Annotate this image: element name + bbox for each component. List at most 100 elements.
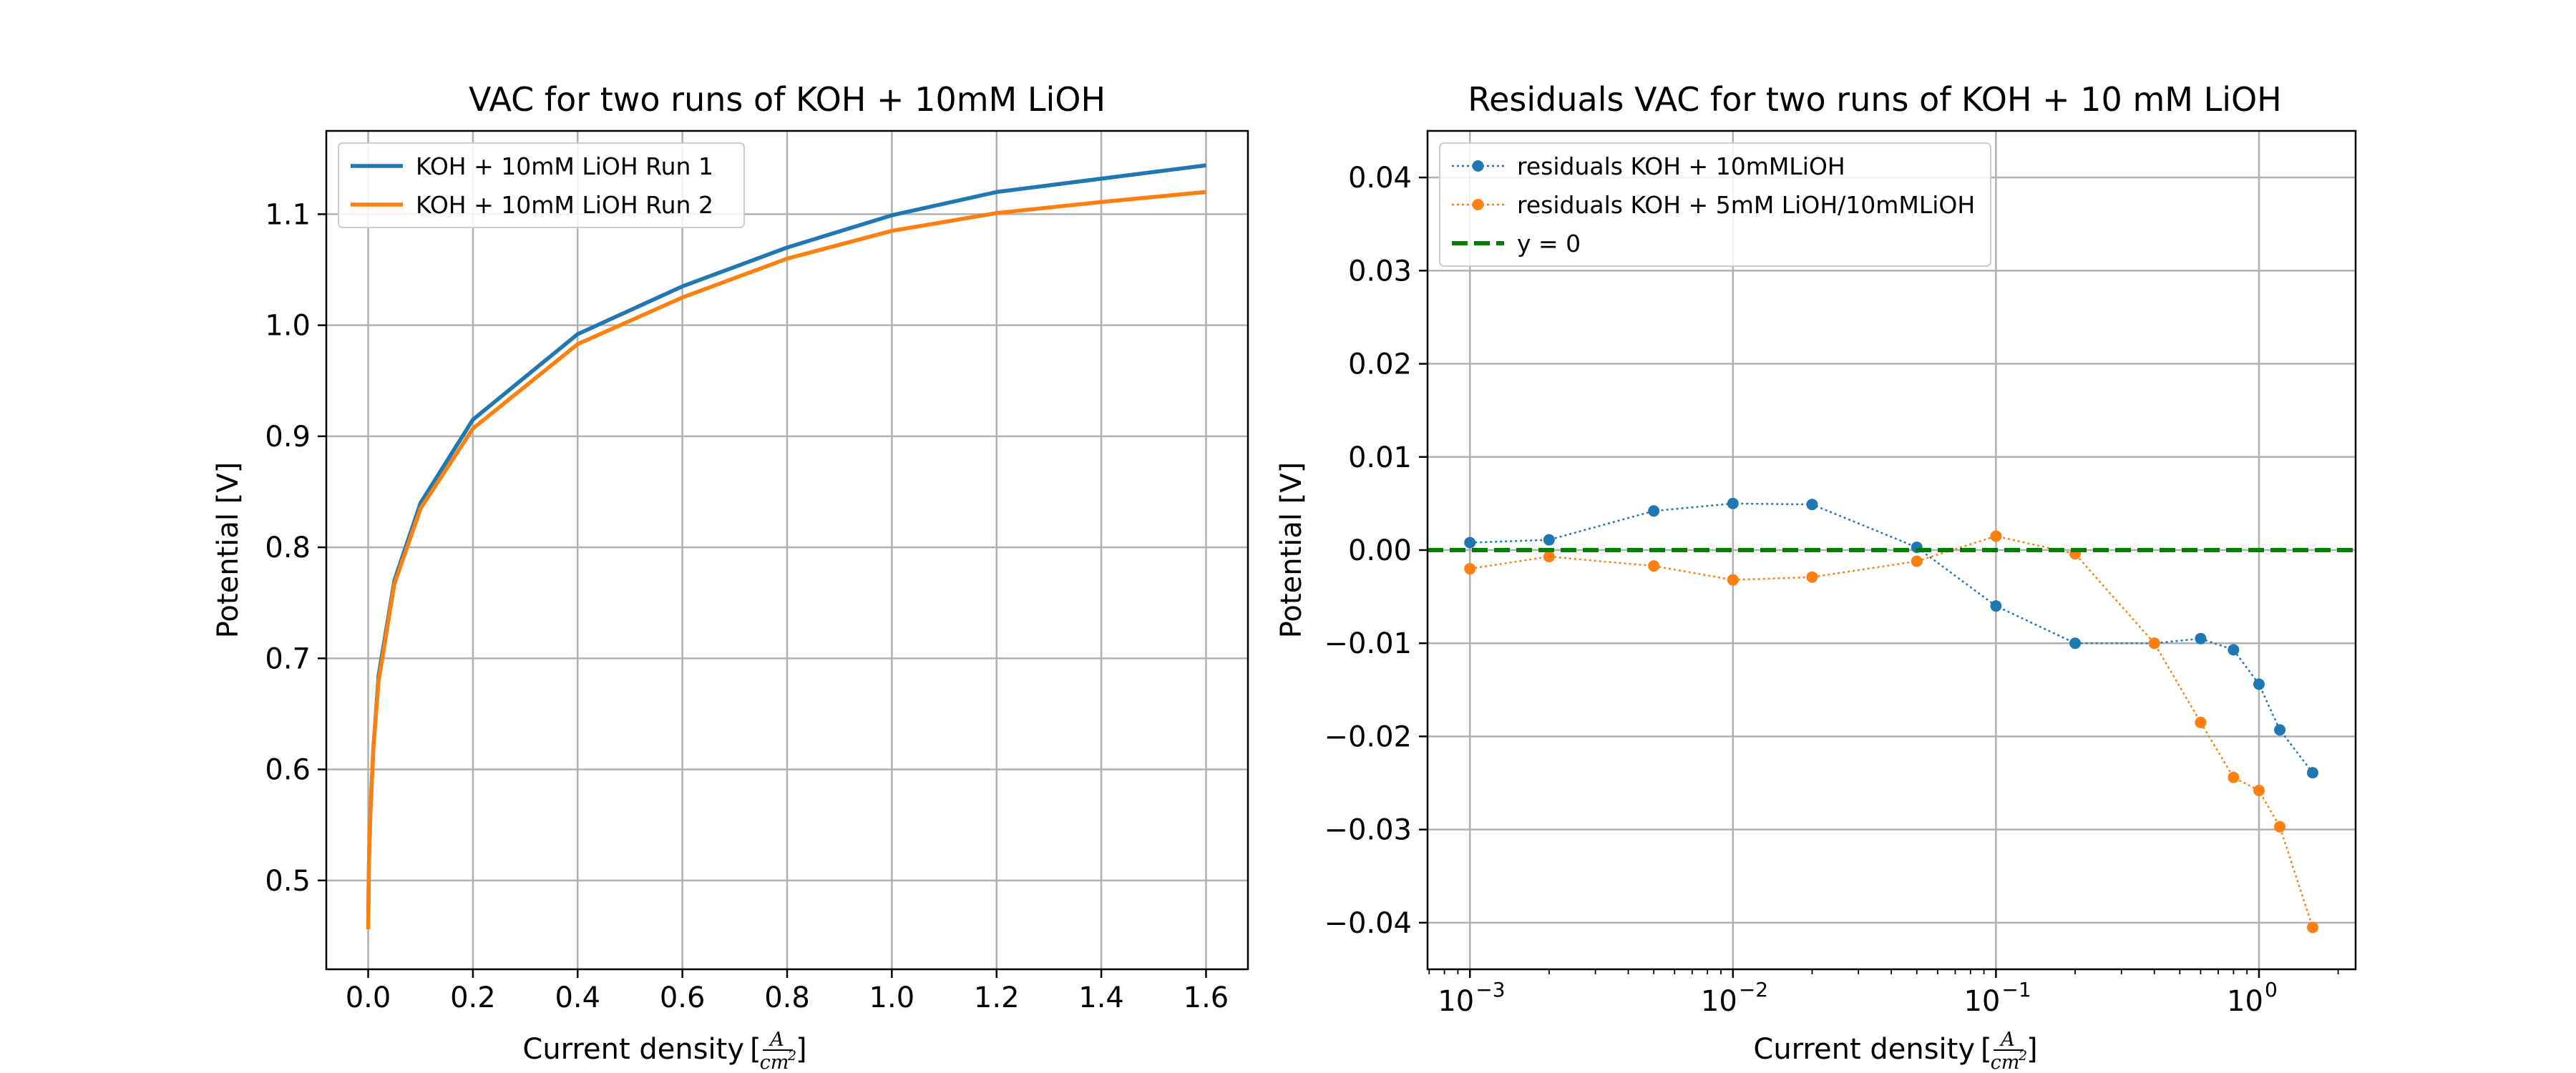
chart-residuals-x-tick-label: 10: [2227, 985, 2263, 1018]
chart-residuals-legend-box: [1439, 142, 1991, 267]
chart-residuals-legend-label: residuals KOH + 10mMLiOH: [1517, 152, 1845, 180]
chart-residuals-legend-label: y = 0: [1517, 230, 1581, 258]
chart-residuals-series-2-point: [2195, 716, 2207, 728]
chart-residuals-x-tick-label: 10: [1438, 985, 1474, 1018]
chart-vac-x-tick-label: 1.0: [869, 981, 915, 1014]
chart-residuals-y-tick-label: −0.03: [1324, 814, 1412, 847]
chart-residuals-series-2-line: [1470, 535, 2314, 928]
chart-residuals-x-tick-exponent: −3: [1475, 978, 1505, 1001]
chart-residuals-x-label-bracket-open: [: [1981, 1033, 1992, 1066]
chart-residuals-series-2-point: [2274, 820, 2286, 833]
chart-residuals-series-1-point: [1464, 536, 1476, 549]
chart-residuals-series-1-point: [1648, 505, 1660, 517]
chart-residuals-legend-label: residuals KOH + 5mM LiOH/10mMLiOH: [1517, 191, 1975, 219]
chart-residuals-y-tick-label: −0.02: [1324, 720, 1412, 753]
chart-residuals-y-tick-label: −0.04: [1324, 907, 1412, 940]
chart-residuals-title: Residuals VAC for two runs of KOH + 10 m…: [1468, 80, 2282, 119]
chart-residuals-series: [1428, 497, 2356, 934]
chart-residuals-y-label: Potential [V]: [1275, 462, 1308, 639]
chart-residuals-series-2-point: [1543, 551, 1555, 563]
chart-vac: VAC for two runs of KOH + 10mM LiOH 0.0 0…: [212, 80, 1249, 1073]
chart-residuals-series-2-point: [2228, 771, 2240, 783]
chart-residuals-series-1-point: [2228, 644, 2240, 656]
chart-residuals-x-tick-exponent: 0: [2265, 978, 2278, 1001]
chart-residuals-x-tick-exponent: −1: [2001, 978, 2031, 1001]
chart-vac-x-label-text: Current density: [522, 1033, 744, 1066]
chart-vac-x-tick-label: 0.8: [764, 981, 810, 1014]
chart-residuals-x-label-numerator: A: [1999, 1029, 2015, 1051]
chart-residuals-y-tick-label: 0.03: [1348, 255, 1412, 288]
chart-vac-x-tick-label: 1.6: [1184, 981, 1229, 1014]
chart-residuals-x-ticks: 10 −3 10 −2 10 −1 10 0: [1428, 969, 2339, 1018]
chart-residuals-legend: residuals KOH + 10mMLiOH residuals KOH + …: [1439, 142, 1991, 267]
chart-vac-legend-label: KOH + 10mM LiOH Run 1: [416, 152, 713, 180]
chart-vac-legend-box: [338, 142, 745, 228]
chart-residuals-series-2-point: [1727, 574, 1739, 586]
chart-vac-x-label-bracket-close: ]: [796, 1033, 807, 1066]
chart-residuals: Residuals VAC for two runs of KOH + 10 m…: [1275, 80, 2357, 1073]
chart-vac-y-tick-label: 1.1: [265, 198, 311, 231]
chart-vac-grid: [326, 131, 1248, 969]
chart-vac-y-tick-label: 0.7: [265, 642, 311, 675]
chart-residuals-series-2-point: [1648, 560, 1660, 572]
chart-residuals-x-tick-exponent: −2: [1739, 978, 1768, 1001]
chart-vac-y-tick-label: 0.9: [265, 421, 311, 454]
chart-residuals-series-2-point: [1806, 571, 1818, 583]
chart-residuals-series-1-line: [1470, 502, 2313, 773]
chart-residuals-series-2-point: [1911, 555, 1923, 567]
chart-residuals-series-1-point: [1990, 600, 2002, 612]
chart-residuals-x-label-bracket-close: ]: [2026, 1033, 2038, 1066]
chart-residuals-legend-marker: [1472, 199, 1484, 210]
chart-residuals-series-2-point: [2148, 637, 2160, 650]
chart-vac-y-tick-label: 0.8: [265, 531, 311, 564]
chart-vac-y-tick-label: 0.5: [265, 865, 311, 898]
chart-vac-x-tick-label: 0.0: [346, 981, 391, 1014]
chart-residuals-series-1-point: [1543, 534, 1555, 546]
chart-residuals-x-label-text: Current density: [1753, 1033, 1975, 1066]
chart-vac-x-tick-label: 0.6: [660, 981, 706, 1014]
chart-vac-y-ticks: 0.5 0.6 0.7 0.8 0.9 1.0 1.1: [265, 198, 326, 898]
chart-vac-x-label-exponent: 2: [787, 1048, 796, 1064]
chart-vac-y-label: Potential [V]: [212, 462, 245, 639]
chart-residuals-x-label-denominator: cm: [1991, 1052, 2020, 1073]
chart-residuals-x-label: Current density [ A cm 2 ]: [1753, 1029, 2037, 1073]
chart-vac-x-label: Current density [ A cm 2 ]: [522, 1029, 806, 1073]
chart-vac-series-2-line: [366, 190, 1206, 930]
chart-residuals-legend-marker: [1472, 160, 1484, 172]
chart-residuals-series-1-point: [2253, 678, 2265, 690]
chart-residuals-y-tick-label: −0.01: [1324, 627, 1412, 660]
chart-vac-title: VAC for two runs of KOH + 10mM LiOH: [469, 80, 1106, 119]
chart-vac-x-label-numerator: A: [768, 1029, 784, 1051]
chart-residuals-series-2-point: [1990, 530, 2002, 542]
chart-residuals-x-label-exponent: 2: [2018, 1048, 2027, 1064]
chart-residuals-series-1-point: [2306, 767, 2318, 779]
chart-vac-legend-label: KOH + 10mM LiOH Run 2: [416, 191, 713, 219]
chart-residuals-y-tick-label: 0.01: [1348, 441, 1412, 474]
chart-residuals-series-2-point: [2253, 784, 2265, 796]
chart-vac-x-label-denominator: cm: [760, 1052, 789, 1073]
chart-vac-legend: KOH + 10mM LiOH Run 1 KOH + 10mM LiOH Run…: [338, 142, 745, 228]
chart-residuals-series-1-point: [1806, 499, 1818, 511]
chart-residuals-x-tick-label: 10: [1701, 985, 1737, 1018]
chart-residuals-y-tick-label: 0.02: [1348, 348, 1412, 381]
chart-vac-x-ticks: 0.0 0.2 0.4 0.6 0.8 1.0 1.2 1.4 1.6: [346, 969, 1229, 1014]
chart-residuals-grid: [1428, 131, 2356, 969]
chart-residuals-series-1-point: [2274, 724, 2286, 736]
chart-residuals-y-tick-label: 0.04: [1348, 162, 1412, 195]
chart-vac-x-label-bracket-open: [: [750, 1033, 761, 1066]
chart-vac-y-tick-label: 0.6: [265, 754, 311, 787]
chart-residuals-y-tick-label: 0.00: [1348, 534, 1412, 567]
chart-vac-series: [366, 163, 1206, 930]
chart-residuals-y-ticks: −0.04 −0.03 −0.02 −0.01 0.00 0.01 0.02 0.03 0.04: [1324, 162, 1428, 940]
chart-residuals-series-2-point: [1464, 563, 1476, 575]
chart-vac-x-tick-label: 1.2: [974, 981, 1020, 1014]
chart-vac-y-tick-label: 1.0: [265, 310, 311, 343]
chart-vac-x-tick-label: 1.4: [1078, 981, 1124, 1014]
chart-residuals-series-1-point: [2069, 637, 2082, 650]
chart-vac-x-tick-label: 0.4: [555, 981, 600, 1014]
chart-residuals-series-1-point: [2195, 632, 2207, 645]
chart-residuals-series-1-point: [1727, 497, 1739, 509]
chart-residuals-series-2-point: [2306, 921, 2318, 934]
chart-vac-x-tick-label: 0.2: [450, 981, 496, 1014]
